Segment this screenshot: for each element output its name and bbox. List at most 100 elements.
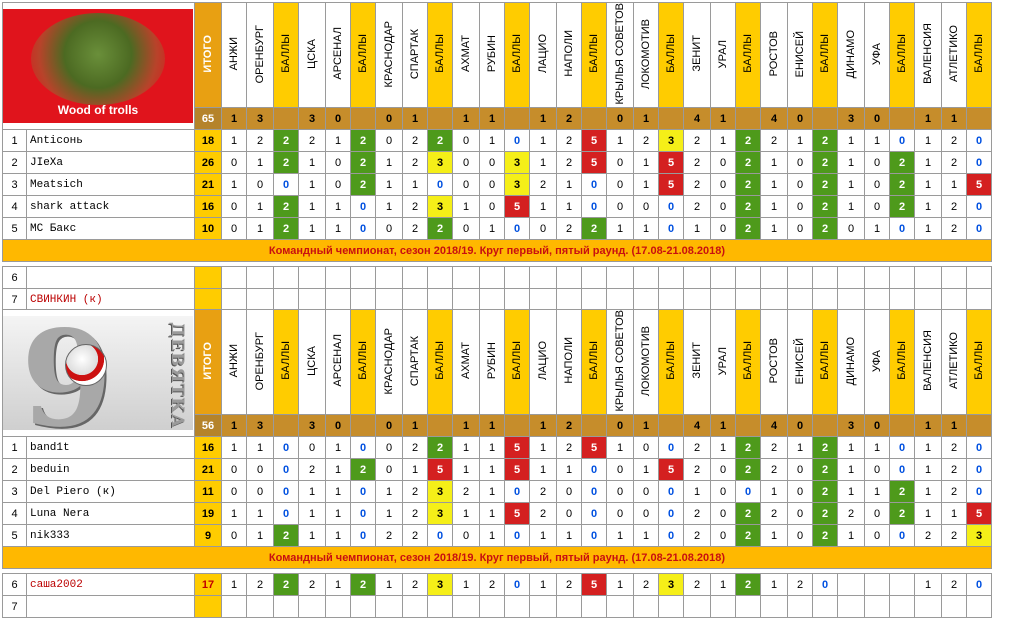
points-cell: 0 — [504, 217, 530, 241]
column-header: ЗЕНИТ — [683, 308, 711, 416]
prediction-cell: 1 — [325, 458, 351, 482]
player-row[interactable]: 2 beduin 21 0 0 0 2 1 2 0 1 5 1 1 5 1 1 0 0 1 5 2 0 2 2 0 2 1 0 0 1 2 0 — [2, 458, 992, 482]
column-header: БАЛЛЫ — [504, 1, 530, 109]
prediction-cell — [941, 288, 967, 312]
column-header-label: АРСЕНАЛ — [332, 334, 344, 388]
player-row[interactable]: 5 nik333 9 0 1 2 1 1 0 2 2 0 0 1 0 1 1 0 1 1 0 2 0 2 1 0 2 1 0 0 2 2 3 — [2, 524, 992, 548]
prediction-cell: 0 — [606, 151, 634, 175]
player-name[interactable]: beduin — [26, 458, 195, 482]
player-row[interactable]: 6 саша2002 17 1 2 2 2 1 2 1 2 3 1 2 0 1 2 5 1 2 3 2 1 2 1 2 0 1 2 0 — [2, 573, 992, 597]
player-name[interactable]: JIeXa — [26, 151, 195, 175]
player-row[interactable]: 3 Meatsich 21 1 0 0 1 0 2 1 1 0 0 0 3 2 1 0 0 1 5 2 0 2 1 0 2 1 0 2 1 1… — [2, 173, 992, 197]
prediction-cell: 0 — [864, 173, 890, 197]
player-number: 6 — [2, 266, 27, 290]
points-cell: 0 — [658, 217, 684, 241]
column-header: БАЛЛЫ — [581, 308, 607, 416]
player-name[interactable]: Luna Nera — [26, 502, 195, 526]
prediction-cell: 1 — [837, 458, 865, 482]
match-score: 0 — [787, 107, 813, 131]
player-name[interactable]: СВИНКИН (к) — [26, 288, 195, 312]
prediction-cell: 0 — [556, 480, 582, 504]
match-score: 1 — [452, 414, 480, 438]
prediction-cell: 2 — [941, 524, 967, 548]
prediction-cell: 2 — [837, 502, 865, 526]
column-header-label: РОСТОВ — [768, 338, 780, 384]
player-row[interactable]: 1 band1t 16 1 1 0 0 1 0 0 2 2 1 1 5 1 2 5 1 0 0 2 1 2 2 1 2 1 1 0 1 2 0 — [2, 436, 992, 460]
column-header-label: ЕНИСЕЙ — [794, 30, 806, 77]
column-header-label: ВАЛЕНСИЯ — [922, 23, 934, 85]
player-name[interactable] — [26, 266, 195, 290]
player-name[interactable]: Meatsich — [26, 173, 195, 197]
points-cell: 0 — [966, 217, 992, 241]
prediction-cell: 2 — [556, 436, 582, 460]
column-header: БАЛЛЫ — [658, 1, 684, 109]
player-name[interactable]: MC Бакс — [26, 217, 195, 241]
prediction-cell: 1 — [246, 502, 274, 526]
player-number: 3 — [2, 480, 27, 504]
match-score: 0 — [787, 414, 813, 438]
prediction-cell: 0 — [479, 173, 505, 197]
prediction-cell: 1 — [760, 173, 788, 197]
prediction-cell: 2 — [402, 573, 428, 597]
column-header-label: ИТОГО — [202, 341, 214, 380]
player-row[interactable]: 2 JIeXa 26 0 1 2 1 0 2 1 2 3 0 0 3 1 2 5 0 1 5 2 0 2 1 0 2 1 0 2 1 2 0 — [2, 151, 992, 175]
prediction-cell: 1 — [246, 217, 274, 241]
match-score: 1 — [529, 107, 557, 131]
column-header: БАЛЛЫ — [735, 1, 761, 109]
points-cell: 2 — [350, 129, 376, 153]
player-number: 4 — [2, 195, 27, 219]
player-name[interactable]: nik333 — [26, 524, 195, 548]
prediction-cell — [837, 573, 865, 597]
points-cell: 0 — [889, 129, 915, 153]
player-name[interactable]: shark attack — [26, 195, 195, 219]
column-header: ЗЕНИТ — [683, 1, 711, 109]
prediction-cell: 1 — [479, 480, 505, 504]
points-cell — [350, 595, 376, 618]
column-header-label: БАЛЛЫ — [742, 341, 754, 381]
player-row[interactable]: 3 Del Piero (к) 11 0 0 0 1 1 0 1 2 3 2 1 0 2 0 0 0 0 0 1 0 0 1 0 2… — [2, 480, 992, 504]
column-header-label: БАЛЛЫ — [357, 34, 369, 74]
player-name[interactable]: саша2002 — [26, 573, 195, 597]
prediction-cell: 2 — [760, 129, 788, 153]
points-cell: 0 — [658, 502, 684, 526]
prediction-cell — [375, 266, 403, 290]
player-name[interactable]: Del Piero (к) — [26, 480, 195, 504]
player-name[interactable] — [26, 595, 195, 618]
prediction-cell: 2 — [914, 524, 942, 548]
prediction-cell: 0 — [325, 151, 351, 175]
points-cell: 0 — [273, 458, 299, 482]
match-score: 0 — [606, 414, 634, 438]
prediction-cell: 1 — [556, 458, 582, 482]
prediction-cell: 1 — [221, 173, 247, 197]
prediction-cell: 2 — [298, 129, 326, 153]
player-number: 1 — [2, 436, 27, 460]
player-row[interactable]: 1 Anticoнь 18 1 2 2 2 1 2 0 2 2 0 1 0 1 2 5 1 2 3 2 1 2 2 1 2 1 1 0 1 2… — [2, 129, 992, 153]
points-cell: 2 — [273, 524, 299, 548]
column-header-label: НАПОЛИ — [563, 337, 575, 385]
player-name[interactable]: Anticoнь — [26, 129, 195, 153]
points-cell: 2 — [735, 173, 761, 197]
player-row[interactable]: 7 СВИНКИН (к) — [2, 288, 992, 312]
column-header: УФА — [864, 1, 890, 109]
match-score — [812, 107, 838, 131]
prediction-cell: 2 — [402, 524, 428, 548]
column-header-label: БАЛЛЫ — [742, 34, 754, 74]
prediction-cell: 2 — [760, 436, 788, 460]
points-cell — [427, 595, 453, 618]
player-row[interactable]: 4 Luna Nera 19 1 1 0 1 1 0 1 2 3 1 1 5 2 0 0 0 0 0 2 0 2 2 0 2 2 0 2 1… — [2, 502, 992, 526]
points-cell: 0 — [581, 502, 607, 526]
column-header: БАЛЛЫ — [966, 1, 992, 109]
prediction-cell: 1 — [529, 458, 557, 482]
player-row[interactable]: 5 MC Бакс 10 0 1 2 1 1 0 0 2 2 0 1 0 0 2 2 1 1 0 1 0 2 1 0 2 0 1 0 1 2 0 — [2, 217, 992, 241]
points-cell: 2 — [273, 151, 299, 175]
player-row[interactable]: 6 — [2, 266, 992, 290]
player-name[interactable]: band1t — [26, 436, 195, 460]
player-total: 21 — [194, 458, 222, 482]
prediction-cell: 1 — [633, 458, 659, 482]
player-row[interactable]: 7 — [2, 595, 992, 618]
prediction-cell: 2 — [787, 573, 813, 597]
column-header-label: КРЫЛЬЯ СОВЕТОВ — [614, 310, 626, 412]
player-row[interactable]: 4 shark attack 16 0 1 2 1 1 0 1 2 3 1 0 5 1 1 0 0 0 0 2 0 2 1 0 2 1… — [2, 195, 992, 219]
match-score — [658, 107, 684, 131]
column-header-label: БАЛЛЫ — [357, 341, 369, 381]
